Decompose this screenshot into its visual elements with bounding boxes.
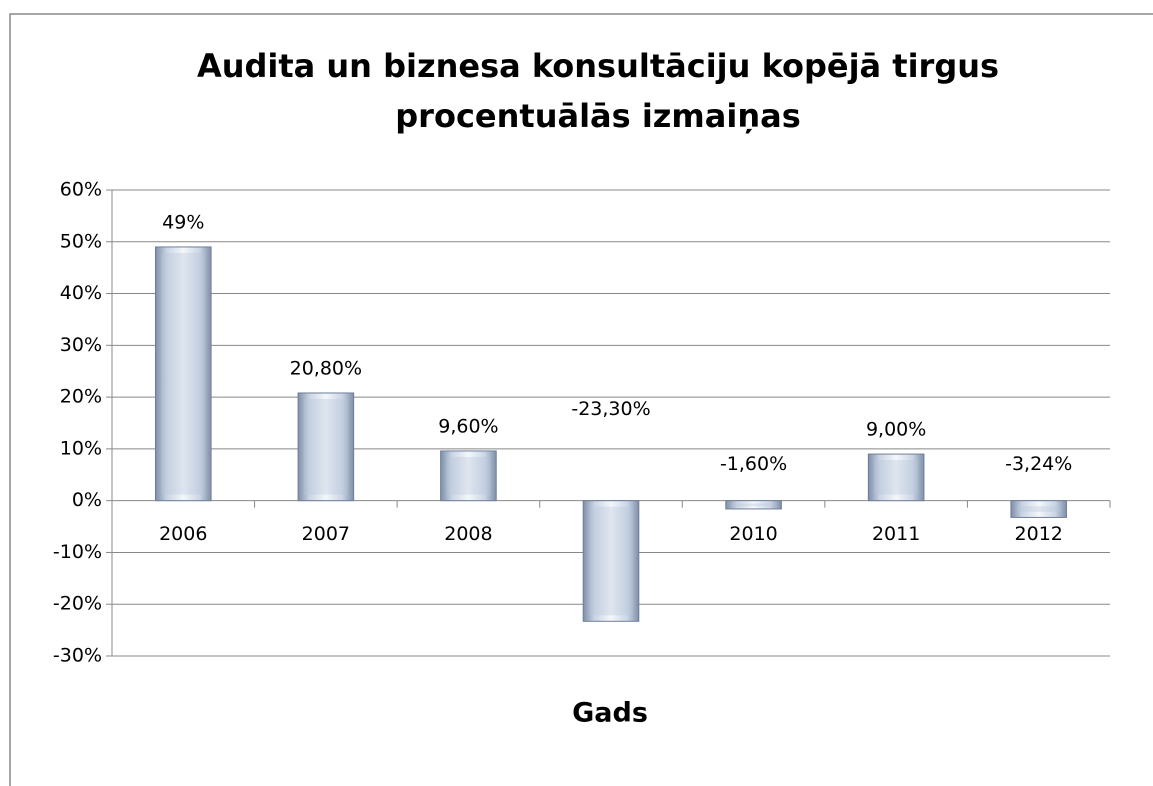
bar bbox=[297, 392, 355, 502]
bar bbox=[582, 500, 640, 622]
y-tick-label: -30% bbox=[53, 645, 102, 667]
y-tick-label: -20% bbox=[53, 593, 102, 615]
bar-highlight bbox=[731, 503, 776, 507]
y-tick-label: 50% bbox=[60, 230, 102, 252]
data-label: 9,60% bbox=[438, 415, 498, 437]
y-tick-label: 60% bbox=[60, 179, 102, 201]
x-tick-label: 2008 bbox=[444, 523, 492, 545]
bar-highlight bbox=[446, 456, 491, 495]
bar-highlight bbox=[589, 506, 633, 616]
y-tick-label: 10% bbox=[60, 437, 102, 459]
x-tick-label: 2006 bbox=[159, 523, 207, 545]
x-tick-label: 2011 bbox=[872, 523, 920, 545]
y-tick-label: 0% bbox=[72, 489, 102, 511]
x-tick-label: 2012 bbox=[1015, 523, 1063, 545]
bar-highlight bbox=[304, 398, 348, 495]
data-label: -3,24% bbox=[1005, 453, 1072, 475]
bar-highlight bbox=[1016, 506, 1061, 512]
bar bbox=[725, 500, 782, 510]
x-tick-label: 2010 bbox=[729, 523, 777, 545]
bar bbox=[867, 453, 925, 502]
data-label: -1,60% bbox=[720, 453, 787, 475]
y-tick-label: 20% bbox=[60, 386, 102, 408]
bar-highlight bbox=[874, 460, 918, 495]
data-label: 49% bbox=[162, 211, 204, 233]
data-label: 20,80% bbox=[290, 357, 362, 379]
bar bbox=[154, 246, 212, 502]
x-tick-label: 2007 bbox=[302, 523, 350, 545]
bar bbox=[1010, 500, 1068, 518]
data-label: -23,30% bbox=[571, 398, 650, 420]
y-tick-label: 30% bbox=[60, 334, 102, 356]
bar bbox=[440, 450, 497, 502]
chart-title: procentuālās izmaiņas bbox=[395, 97, 800, 135]
y-tick-label: -10% bbox=[53, 541, 102, 563]
x-axis-title: Gads bbox=[572, 698, 648, 729]
data-label: 9,00% bbox=[866, 419, 926, 441]
y-tick-label: 40% bbox=[60, 282, 102, 304]
bar-highlight bbox=[161, 252, 206, 495]
chart-title: Audita un biznesa konsultāciju kopējā ti… bbox=[197, 47, 999, 85]
chart-frame bbox=[9, 13, 1153, 786]
